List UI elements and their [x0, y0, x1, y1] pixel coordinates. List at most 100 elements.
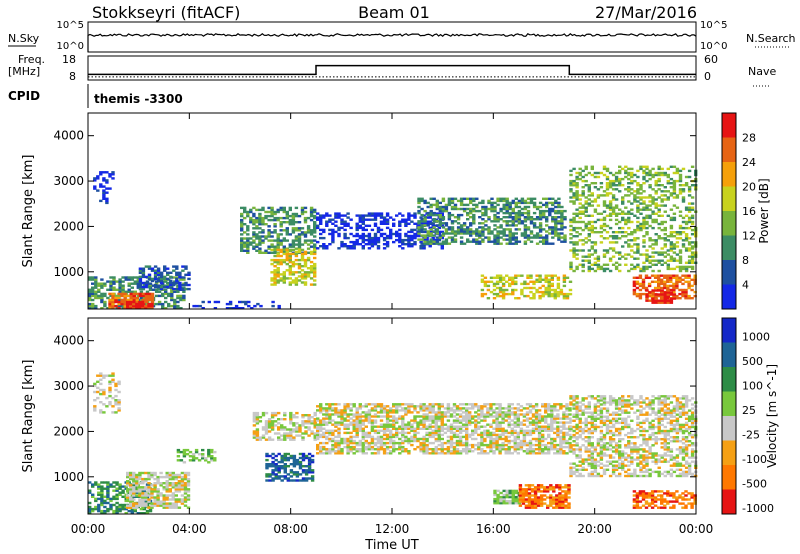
heatmap-cell — [511, 278, 515, 281]
heatmap-cell — [358, 226, 362, 230]
heatmap-cell — [636, 206, 640, 209]
heatmap-cell — [316, 452, 320, 455]
heatmap-cell — [361, 443, 365, 447]
heatmap-cell — [542, 240, 546, 243]
heatmap-cell — [437, 238, 441, 242]
heatmap-cell — [138, 473, 142, 477]
heatmap-cell — [678, 224, 683, 228]
heatmap-cell — [138, 482, 142, 485]
heatmap-cell — [105, 374, 109, 377]
heatmap-cell — [431, 417, 435, 420]
heatmap-cell — [556, 276, 561, 279]
heatmap-cell — [91, 290, 95, 293]
heatmap-cell — [639, 226, 643, 230]
heatmap-cell — [535, 290, 539, 294]
heatmap-cell — [276, 275, 280, 278]
heatmap-cell — [645, 222, 649, 226]
heatmap-cell — [313, 273, 317, 276]
heatmap-cell — [240, 221, 244, 224]
heatmap-cell — [590, 263, 594, 266]
heatmap-cell — [325, 212, 329, 215]
heatmap-cell — [309, 218, 314, 222]
heatmap-cell — [361, 405, 365, 408]
heatmap-cell — [120, 302, 124, 306]
heatmap-cell — [602, 190, 607, 193]
heatmap-cell — [346, 439, 350, 443]
heatmap-cell — [642, 267, 646, 271]
heatmap-cell — [438, 216, 442, 219]
heatmap-cell — [459, 240, 464, 243]
heatmap-cell — [156, 273, 161, 276]
heatmap-cell — [280, 438, 284, 441]
heatmap-cell — [624, 241, 628, 244]
heatmap-cell — [135, 302, 139, 306]
heatmap-cell — [133, 276, 137, 279]
heatmap-cell — [265, 479, 269, 482]
heatmap-cell — [499, 242, 503, 245]
heatmap-cell — [642, 253, 646, 256]
heatmap-cell — [267, 210, 271, 214]
heatmap-cell — [602, 216, 607, 220]
heatmap-cell — [249, 208, 253, 212]
heatmap-cell — [687, 208, 692, 211]
heatmap-cell — [138, 271, 143, 274]
heatmap-cell — [168, 504, 172, 507]
heatmap-cell — [669, 301, 674, 304]
heatmap-cell — [385, 427, 390, 430]
heatmap-cell — [602, 200, 607, 203]
heatmap-cell — [352, 247, 356, 250]
heatmap-cell — [425, 433, 429, 437]
heatmap-cell — [288, 221, 292, 224]
heatmap-cell — [438, 201, 442, 205]
heatmap-cell — [404, 425, 408, 428]
heatmap-cell — [114, 382, 118, 386]
heatmap-cell — [331, 433, 335, 437]
heatmap-cell — [669, 235, 674, 238]
heatmap-cell — [147, 307, 151, 310]
heatmap-cell — [459, 197, 464, 200]
heatmap-cell — [650, 280, 655, 283]
heatmap-cell — [687, 175, 692, 179]
heatmap-cell — [195, 304, 199, 308]
heatmap-cell — [141, 504, 145, 507]
heatmap-cell — [361, 431, 365, 435]
heatmap-cell — [657, 301, 661, 304]
heatmap-cell — [88, 512, 92, 515]
heatmap-cell — [313, 422, 317, 425]
heatmap-cell — [286, 432, 290, 435]
heatmap-cell — [240, 223, 244, 226]
heatmap-cell — [367, 234, 372, 238]
heatmap-cell — [246, 233, 250, 236]
heatmap-cell — [437, 413, 441, 416]
heatmap-cell — [514, 288, 518, 292]
heatmap-cell — [126, 471, 130, 475]
heatmap-cell — [461, 425, 466, 428]
heatmap-cell — [618, 257, 622, 260]
heatmap-cell — [273, 281, 277, 284]
heatmap-cell — [684, 182, 689, 185]
heatmap-cell — [475, 205, 479, 209]
heatmap-cell — [105, 181, 109, 184]
heatmap-cell — [361, 411, 365, 414]
heatmap-cell — [373, 232, 378, 236]
heatmap-cell — [681, 198, 686, 201]
heatmap-cell — [273, 231, 277, 234]
heatmap-cell — [283, 471, 287, 474]
heatmap-cell — [672, 282, 676, 286]
heatmap-cell — [94, 276, 98, 279]
heatmap-cell — [123, 296, 127, 300]
heatmap-cell — [687, 280, 691, 283]
heatmap-cell — [541, 292, 545, 296]
heatmap-cell — [627, 188, 631, 191]
heatmap-cell — [180, 494, 185, 497]
heatmap-cell — [191, 459, 196, 462]
heatmap-cell — [466, 211, 470, 215]
heatmap-cell — [358, 407, 362, 410]
heatmap-cell — [273, 254, 277, 258]
heatmap-cell — [630, 249, 634, 252]
heatmap-cell — [355, 441, 359, 445]
heatmap-cell — [648, 214, 652, 217]
heatmap-cell — [469, 228, 473, 231]
heatmap-cell — [572, 196, 576, 199]
heatmap-cell — [542, 236, 546, 239]
